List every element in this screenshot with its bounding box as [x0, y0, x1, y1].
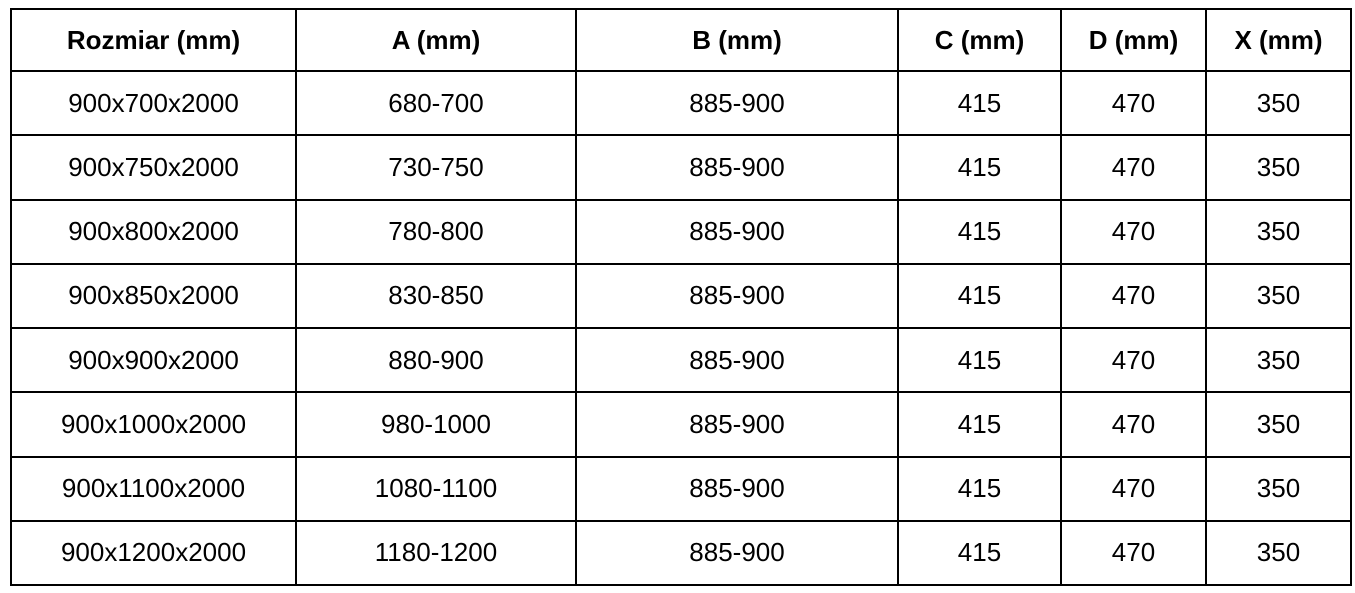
table-cell: 1180-1200: [295, 519, 577, 587]
table-cell: 900x850x2000: [10, 262, 297, 330]
table-cell: 415: [897, 262, 1062, 330]
column-header-c: C (mm): [897, 8, 1062, 72]
table-row: 900x750x2000 730-750 885-900 415 470 350: [10, 134, 1352, 201]
table-cell: 900x800x2000: [10, 198, 297, 265]
table-cell: 470: [1060, 134, 1207, 201]
table-cell: 900x750x2000: [10, 134, 297, 201]
table-cell: 680-700: [295, 69, 577, 137]
table-cell: 885-900: [575, 134, 899, 201]
table-cell: 350: [1205, 519, 1352, 587]
table-cell: 415: [897, 69, 1062, 137]
column-header-b: B (mm): [575, 8, 899, 72]
table-cell: 900x1100x2000: [10, 455, 297, 522]
table-row: 900x1200x2000 1180-1200 885-900 415 470 350: [10, 519, 1352, 587]
table-cell: 415: [897, 519, 1062, 587]
table-header: Rozmiar (mm) A (mm) B (mm) C (mm) D (mm)…: [10, 8, 1352, 72]
table-cell: 830-850: [295, 262, 577, 330]
table-row: 900x800x2000 780-800 885-900 415 470 350: [10, 198, 1352, 265]
table-cell: 885-900: [575, 391, 899, 458]
column-header-d: D (mm): [1060, 8, 1207, 72]
header-row: Rozmiar (mm) A (mm) B (mm) C (mm) D (mm)…: [10, 8, 1352, 72]
size-table-body: 900x700x2000 680-700 885-900 415 470 350 900x7…: [10, 69, 1352, 587]
table-cell: 415: [897, 134, 1062, 201]
table-cell: 900x1200x2000: [10, 519, 297, 587]
table-cell: 350: [1205, 455, 1352, 522]
table-row: 900x1000x2000 980-1000 885-900 415 470 350: [10, 391, 1352, 458]
table-cell: 350: [1205, 134, 1352, 201]
table-cell: 470: [1060, 262, 1207, 330]
table-cell: 885-900: [575, 69, 899, 137]
table-cell: 780-800: [295, 198, 577, 265]
column-header-a: A (mm): [295, 8, 577, 72]
table-cell: 470: [1060, 326, 1207, 394]
table-cell: 1080-1100: [295, 455, 577, 522]
table-cell: 900x1000x2000: [10, 391, 297, 458]
table-cell: 470: [1060, 455, 1207, 522]
table-cell: 980-1000: [295, 391, 577, 458]
table-cell: 350: [1205, 326, 1352, 394]
table-cell: 350: [1205, 391, 1352, 458]
table-row: 900x700x2000 680-700 885-900 415 470 350: [10, 69, 1352, 137]
table-cell: 880-900: [295, 326, 577, 394]
column-header-x: X (mm): [1205, 8, 1352, 72]
table-cell: 470: [1060, 198, 1207, 265]
table-cell: 350: [1205, 198, 1352, 265]
table-cell: 415: [897, 455, 1062, 522]
table-cell: 885-900: [575, 198, 899, 265]
table-cell: 885-900: [575, 455, 899, 522]
table-row: 900x850x2000 830-850 885-900 415 470 350: [10, 262, 1352, 330]
table-cell: 470: [1060, 519, 1207, 587]
table-cell: 470: [1060, 69, 1207, 137]
table-cell: 415: [897, 198, 1062, 265]
table-cell: 415: [897, 326, 1062, 394]
table-cell: 470: [1060, 391, 1207, 458]
table-cell: 900x700x2000: [10, 69, 297, 137]
table-cell: 885-900: [575, 262, 899, 330]
table-row: 900x900x2000 880-900 885-900 415 470 350: [10, 326, 1352, 394]
column-header-rozmiar: Rozmiar (mm): [10, 8, 297, 72]
size-spec-table: Rozmiar (mm) A (mm) B (mm) C (mm) D (mm)…: [10, 8, 1352, 587]
table-cell: 730-750: [295, 134, 577, 201]
table-row: 900x1100x2000 1080-1100 885-900 415 470 350: [10, 455, 1352, 522]
table-cell: 885-900: [575, 326, 899, 394]
table-cell: 900x900x2000: [10, 326, 297, 394]
table-cell: 350: [1205, 69, 1352, 137]
table-cell: 350: [1205, 262, 1352, 330]
table-cell: 415: [897, 391, 1062, 458]
table-cell: 885-900: [575, 519, 899, 587]
